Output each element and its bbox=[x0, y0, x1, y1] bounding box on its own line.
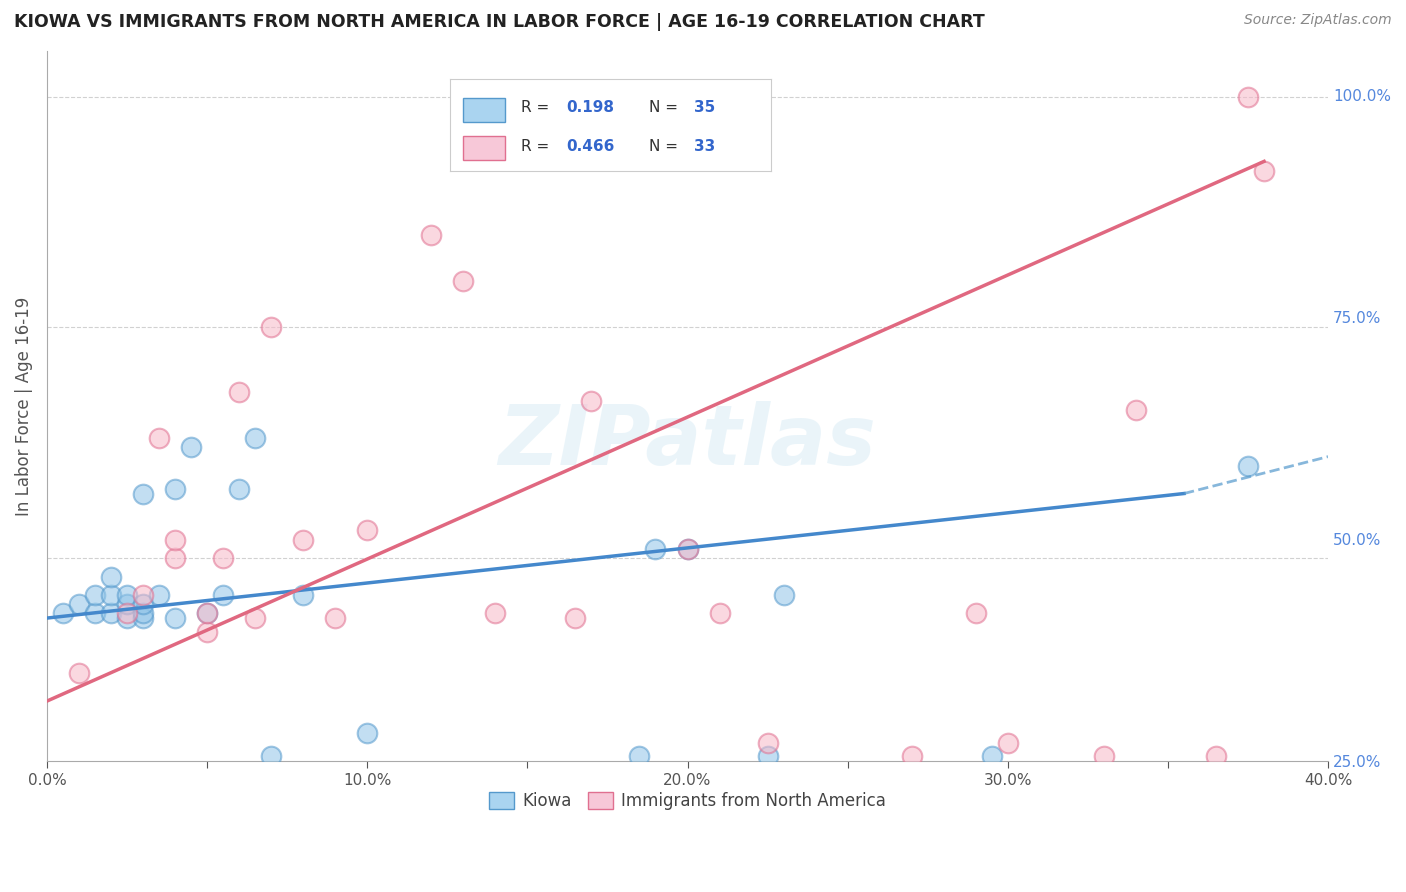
Point bbox=[756, 736, 779, 750]
Point bbox=[965, 607, 987, 621]
Point bbox=[132, 486, 155, 500]
Point bbox=[228, 385, 250, 400]
Point bbox=[132, 588, 155, 602]
Point bbox=[756, 749, 779, 764]
Point bbox=[676, 541, 699, 556]
Point bbox=[115, 588, 138, 602]
Text: Source: ZipAtlas.com: Source: ZipAtlas.com bbox=[1244, 13, 1392, 28]
Point bbox=[132, 611, 155, 625]
Point bbox=[1205, 749, 1227, 764]
Point bbox=[1237, 90, 1260, 104]
Text: KIOWA VS IMMIGRANTS FROM NORTH AMERICA IN LABOR FORCE | AGE 16-19 CORRELATION CH: KIOWA VS IMMIGRANTS FROM NORTH AMERICA I… bbox=[14, 13, 984, 31]
Point bbox=[115, 597, 138, 611]
Point bbox=[1237, 458, 1260, 473]
Point bbox=[163, 533, 186, 547]
Point bbox=[100, 607, 122, 621]
Point bbox=[163, 551, 186, 566]
Point bbox=[644, 541, 666, 556]
Point bbox=[484, 607, 506, 621]
Point bbox=[163, 611, 186, 625]
Point bbox=[292, 588, 315, 602]
Point bbox=[100, 588, 122, 602]
Point bbox=[356, 832, 378, 847]
Point bbox=[180, 441, 202, 455]
Point bbox=[195, 607, 218, 621]
Point bbox=[132, 607, 155, 621]
Point bbox=[1173, 883, 1195, 892]
Point bbox=[709, 607, 731, 621]
Point bbox=[67, 597, 90, 611]
Point bbox=[195, 607, 218, 621]
Point bbox=[163, 482, 186, 496]
Point bbox=[1125, 403, 1147, 417]
Point bbox=[1092, 749, 1115, 764]
Point bbox=[932, 851, 955, 865]
Point bbox=[1060, 823, 1083, 838]
Point bbox=[115, 611, 138, 625]
Legend: Kiowa, Immigrants from North America: Kiowa, Immigrants from North America bbox=[482, 785, 893, 817]
Point bbox=[243, 431, 266, 445]
Point bbox=[292, 533, 315, 547]
Point bbox=[148, 431, 170, 445]
Point bbox=[243, 611, 266, 625]
Point bbox=[115, 607, 138, 621]
Point bbox=[100, 569, 122, 583]
Point bbox=[420, 228, 443, 243]
Point bbox=[772, 588, 794, 602]
Point bbox=[84, 607, 107, 621]
Point bbox=[195, 624, 218, 639]
Point bbox=[260, 749, 283, 764]
Text: ZIPatlas: ZIPatlas bbox=[499, 401, 876, 482]
Y-axis label: In Labor Force | Age 16-19: In Labor Force | Age 16-19 bbox=[15, 296, 32, 516]
Point bbox=[453, 274, 475, 288]
Point bbox=[581, 394, 603, 409]
Point bbox=[564, 611, 586, 625]
Point bbox=[997, 736, 1019, 750]
Point bbox=[260, 320, 283, 334]
Point bbox=[356, 524, 378, 538]
Point bbox=[628, 749, 651, 764]
Point bbox=[980, 749, 1002, 764]
Point bbox=[676, 541, 699, 556]
Point bbox=[1253, 163, 1275, 178]
Point bbox=[212, 551, 235, 566]
Point bbox=[404, 796, 426, 810]
Point bbox=[67, 666, 90, 681]
Point bbox=[900, 749, 922, 764]
Point bbox=[132, 597, 155, 611]
Point bbox=[212, 588, 235, 602]
Point bbox=[52, 607, 75, 621]
Point bbox=[84, 588, 107, 602]
Point bbox=[228, 482, 250, 496]
Point bbox=[148, 588, 170, 602]
Point bbox=[323, 611, 346, 625]
Point bbox=[356, 726, 378, 740]
